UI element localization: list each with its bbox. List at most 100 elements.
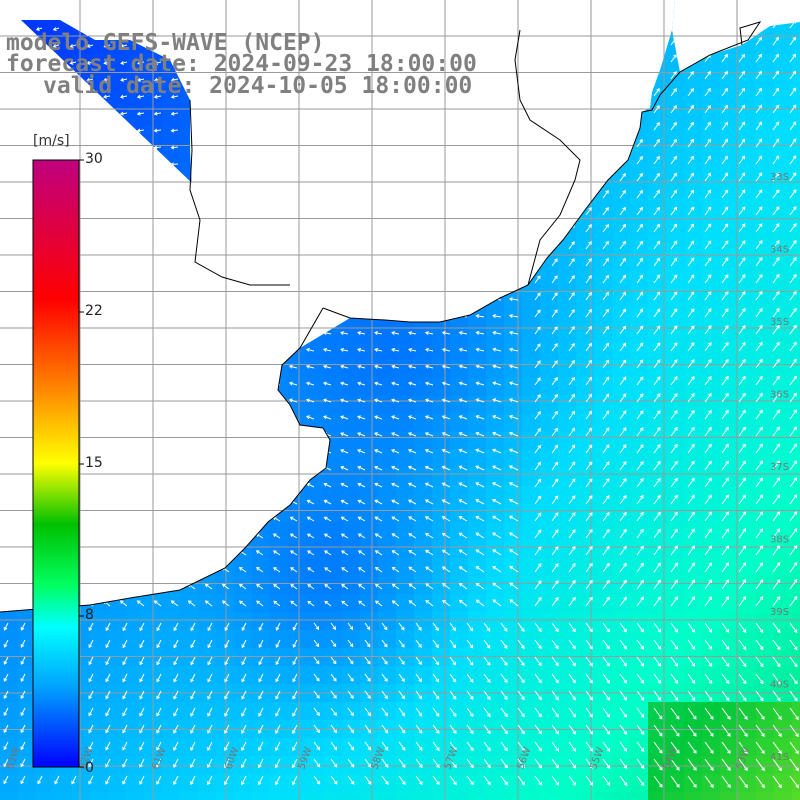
wind-cell xyxy=(774,666,792,684)
wind-cell xyxy=(612,180,630,198)
wind-cell xyxy=(450,378,468,396)
wind-arrow xyxy=(687,223,695,233)
wind-arrow xyxy=(670,189,678,199)
wind-arrow xyxy=(670,410,678,420)
wind-cell xyxy=(306,360,324,378)
wind-cell xyxy=(18,774,36,792)
wind-cell xyxy=(18,612,36,630)
wind-cell xyxy=(792,378,800,396)
wind-cell xyxy=(720,270,738,288)
wind-arrow xyxy=(324,600,332,607)
wind-arrow xyxy=(755,545,764,556)
wind-arrow xyxy=(568,376,575,386)
wind-cell xyxy=(612,450,630,468)
wind-cell xyxy=(576,630,594,648)
wind-arrow xyxy=(239,600,247,607)
wind-cell xyxy=(450,612,468,630)
wind-arrow xyxy=(704,206,712,216)
wind-arrow xyxy=(340,331,349,335)
wind-cell xyxy=(576,738,594,756)
wind-cell xyxy=(450,396,468,414)
wind-arrow xyxy=(704,545,712,556)
wind-cell xyxy=(738,108,756,126)
wind-cell xyxy=(432,540,450,558)
wind-cell xyxy=(0,756,18,774)
wind-arrow xyxy=(670,308,678,318)
wind-cell xyxy=(360,576,378,594)
wind-cell xyxy=(90,630,108,648)
wind-arrow xyxy=(391,533,400,539)
wind-cell xyxy=(630,558,648,576)
wind-cell xyxy=(666,576,684,594)
wind-arrow xyxy=(738,104,746,114)
wind-cell xyxy=(738,756,756,774)
wind-cell xyxy=(270,540,288,558)
wind-cell xyxy=(90,702,108,720)
wind-cell xyxy=(702,792,720,800)
wind-arrow xyxy=(324,584,332,590)
wind-arrow xyxy=(755,494,764,505)
wind-cell xyxy=(306,756,324,774)
wind-cell xyxy=(270,774,288,792)
wind-cell xyxy=(792,90,800,108)
wind-cell xyxy=(612,504,630,522)
wind-cell xyxy=(666,108,684,126)
wind-cell xyxy=(666,126,684,144)
wind-cell xyxy=(324,486,342,504)
wind-cell xyxy=(342,576,360,594)
wind-cell xyxy=(702,666,720,684)
wind-arrow xyxy=(391,583,400,590)
wind-arrow xyxy=(441,398,451,403)
wind-arrow xyxy=(738,375,746,386)
wind-cell xyxy=(522,324,540,342)
wind-cell xyxy=(90,738,108,756)
wind-cell xyxy=(468,774,486,792)
wind-cell xyxy=(720,540,738,558)
colorbar-units-label: [m/s] xyxy=(33,133,70,149)
wind-arrow xyxy=(636,189,643,199)
wind-arrow xyxy=(619,528,627,539)
wind-cell xyxy=(594,378,612,396)
wind-cell xyxy=(576,378,594,396)
wind-arrow xyxy=(789,36,797,46)
wind-arrow xyxy=(721,223,729,233)
wind-cell xyxy=(666,342,684,360)
wind-arrow xyxy=(374,482,383,488)
wind-cell xyxy=(360,486,378,504)
wind-arrow xyxy=(170,162,179,167)
wind-arrow xyxy=(441,448,451,454)
wind-cell xyxy=(774,576,792,594)
wind-arrow xyxy=(551,326,558,335)
wind-cell xyxy=(612,792,630,800)
wind-cell xyxy=(252,558,270,576)
wind-cell xyxy=(648,504,666,522)
wind-arrow xyxy=(721,70,728,80)
wind-cell xyxy=(378,630,396,648)
wind-cell xyxy=(522,450,540,468)
wind-cell xyxy=(306,540,324,558)
wind-arrow xyxy=(551,343,558,352)
wind-cell xyxy=(630,198,648,216)
wind-cell xyxy=(522,630,540,648)
wind-arrow xyxy=(322,331,332,335)
wind-arrow xyxy=(475,381,485,386)
wind-arrow xyxy=(602,410,610,420)
wind-cell xyxy=(774,198,792,216)
wind-cell xyxy=(486,522,504,540)
wind-cell xyxy=(576,288,594,306)
wind-arrow xyxy=(772,460,780,471)
wind-cell xyxy=(540,288,558,306)
wind-cell xyxy=(162,702,180,720)
wind-cell xyxy=(594,792,612,800)
wind-arrow xyxy=(653,105,660,114)
wind-arrow xyxy=(619,257,626,267)
wind-cell xyxy=(774,540,792,558)
wind-cell xyxy=(468,432,486,450)
wind-cell xyxy=(558,396,576,414)
wind-cell xyxy=(702,90,720,108)
wind-arrow xyxy=(508,398,519,403)
wind-arrow xyxy=(738,528,747,539)
wind-arrow xyxy=(340,398,349,403)
wind-arrow xyxy=(408,398,417,403)
wind-cell xyxy=(774,216,792,234)
